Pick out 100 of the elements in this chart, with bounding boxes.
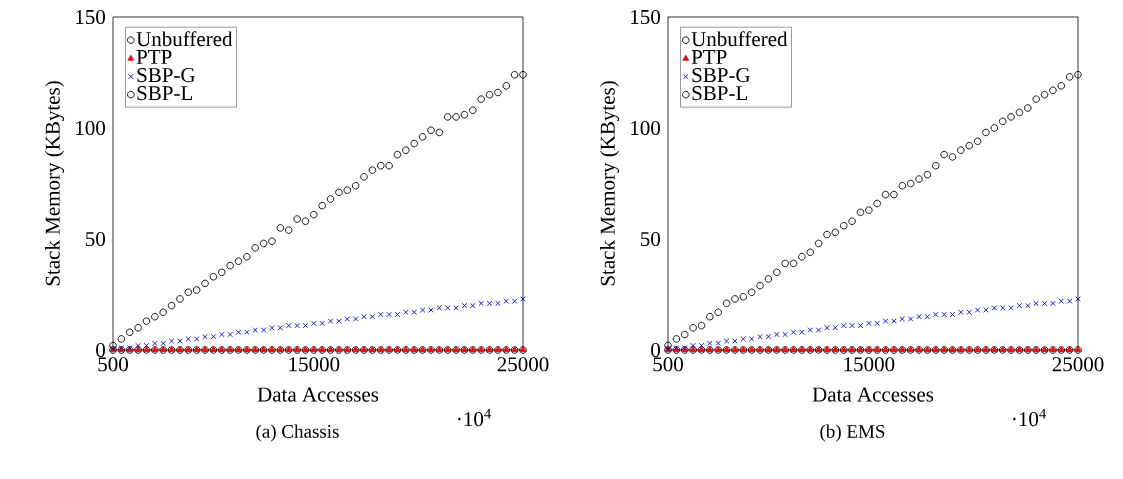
point [965,142,973,150]
point [990,124,999,132]
point [832,325,839,331]
point [839,221,848,230]
point [461,302,468,309]
point [453,305,459,311]
point [226,261,234,270]
point [252,327,259,333]
point [957,146,965,154]
point [1050,300,1056,307]
point [690,342,696,349]
point [798,253,806,261]
point [815,327,822,333]
point [1049,86,1057,95]
point [974,307,981,313]
point [369,313,376,320]
point [519,70,527,79]
point [899,316,906,322]
point [866,320,872,327]
x-tick-label: 500 [653,357,683,372]
point [418,133,427,141]
point [402,146,410,154]
point [368,166,377,174]
point [723,338,730,344]
point [1007,113,1015,121]
point [740,336,747,342]
point [319,320,325,327]
point [352,316,359,322]
point [907,316,914,322]
x-axis-title: Data Accesses [257,387,379,402]
point [259,239,268,248]
point [469,106,477,114]
point [1074,70,1082,79]
point [873,199,881,208]
point [503,298,510,304]
point [435,128,444,137]
point [109,341,117,350]
point [318,201,326,210]
point [958,309,964,316]
point [782,331,788,338]
point [672,335,681,343]
point [495,300,501,307]
point [1057,82,1066,90]
point [757,333,763,340]
point [377,161,385,170]
point [790,329,797,336]
text: (a) Chassis [256,424,339,442]
point [294,322,300,329]
point [1015,108,1024,117]
point [731,295,739,303]
point [176,295,184,303]
point [269,325,275,331]
point [932,161,940,170]
point [327,318,334,324]
point [251,244,259,252]
point [443,113,452,121]
y-tick-label: 0 [96,342,106,358]
point [419,307,426,313]
point [781,259,789,268]
point [849,322,855,329]
y-tick-label: 150 [631,9,661,25]
point [310,210,318,219]
point [160,340,166,347]
y-tick-label: 0 [651,342,661,358]
point [477,95,485,103]
point [765,333,772,340]
legend-label: PTP [136,50,172,64]
legend-label: SBP-G [137,68,195,83]
point [932,311,939,318]
point [135,342,141,349]
point [227,331,233,338]
text: (b) EMS [820,424,885,442]
point [857,322,864,329]
point [707,340,713,347]
point [403,309,409,316]
point [177,338,183,344]
point [302,322,309,329]
point [151,312,159,321]
point [293,215,301,223]
point [739,292,748,301]
point [814,239,823,248]
point [891,318,897,324]
point [125,328,134,336]
point [1016,302,1023,309]
point [1032,95,1040,103]
point [831,228,840,237]
point [143,342,150,349]
legend-label: SBP-L [692,86,748,101]
point [706,312,714,321]
point [411,309,418,316]
point [991,305,998,311]
point [1066,298,1073,304]
point [773,268,781,277]
point [494,88,502,97]
point [689,324,697,332]
text: ·10$^{4}$ [1013,408,1047,427]
y-tick-label: 150 [76,9,106,25]
point [1008,305,1014,311]
point [807,327,814,333]
point [184,288,193,297]
